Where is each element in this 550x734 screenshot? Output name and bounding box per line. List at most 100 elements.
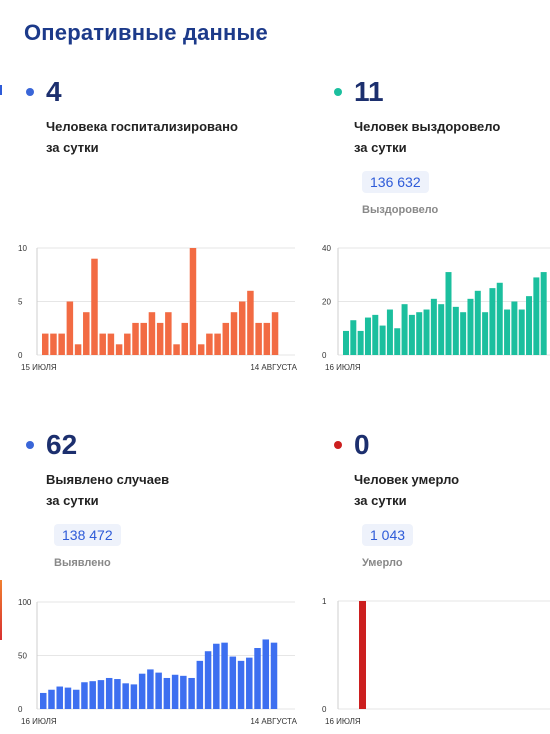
- bar: [423, 309, 430, 355]
- y-tick-label: 5: [18, 298, 23, 307]
- bar: [262, 639, 270, 709]
- bar: [467, 298, 474, 355]
- deaths-dot: [334, 441, 342, 449]
- bar: [401, 304, 408, 355]
- bar: [50, 333, 57, 355]
- bar: [364, 317, 371, 355]
- bar: [452, 306, 459, 355]
- x-label-end: 14 АВГУСТА: [250, 717, 297, 726]
- stat-hospitalized: 4 Человека госпитализировано за сутки: [26, 76, 276, 176]
- bar: [511, 301, 518, 355]
- bar: [180, 675, 187, 709]
- y-tick-label: 100: [18, 598, 32, 607]
- bar: [438, 304, 445, 355]
- bar: [343, 330, 349, 355]
- bar: [357, 330, 364, 355]
- bar: [237, 660, 245, 709]
- bar: [155, 672, 162, 709]
- bar: [99, 333, 106, 355]
- hospitalized-dot: [26, 88, 34, 96]
- recovered-dot: [334, 88, 342, 96]
- bar: [246, 657, 253, 709]
- bar: [271, 312, 279, 355]
- cases-dot: [26, 441, 34, 449]
- bar: [40, 692, 47, 709]
- recovered-value: 11: [354, 76, 384, 107]
- bar: [97, 680, 105, 709]
- bar: [213, 643, 220, 709]
- bar: [114, 679, 121, 709]
- bar: [42, 333, 49, 355]
- bar: [379, 325, 386, 355]
- bar: [197, 344, 205, 355]
- deaths-total: 1 043: [362, 524, 414, 546]
- deaths-value: 0: [354, 429, 370, 460]
- bar: [56, 686, 63, 709]
- bar: [138, 673, 146, 709]
- bar: [526, 296, 533, 355]
- bar: [81, 682, 88, 709]
- bar: [416, 312, 423, 355]
- x-label-start: 16 ИЮЛЯ: [21, 717, 57, 726]
- bar: [263, 322, 271, 355]
- bar: [89, 681, 96, 709]
- bar: [91, 258, 98, 355]
- cases-total: 138 472: [54, 524, 121, 546]
- bar: [350, 320, 357, 355]
- bar: [48, 689, 55, 709]
- bar: [372, 314, 379, 355]
- stat-recovered: 11 Человек выздоровело за сутки 136 632 …: [334, 76, 550, 226]
- bar: [386, 309, 393, 355]
- x-label-start: 16 ИЮЛЯ: [325, 717, 361, 726]
- hospitalized-value: 4: [46, 76, 62, 107]
- bar: [171, 674, 179, 709]
- bar: [533, 277, 540, 355]
- bar: [214, 333, 221, 355]
- y-tick-label: 50: [18, 652, 27, 661]
- bar: [445, 272, 452, 355]
- y-tick-label: 20: [322, 298, 331, 307]
- bar: [408, 314, 415, 355]
- bar: [58, 333, 65, 355]
- bar: [518, 309, 525, 355]
- cases-value: 62: [46, 429, 78, 460]
- cases-desc: Выявлено случаев за сутки: [46, 472, 170, 508]
- bar: [222, 322, 230, 355]
- bar: [238, 301, 246, 355]
- bar: [140, 322, 147, 355]
- bar: [496, 282, 503, 355]
- bar: [147, 669, 154, 709]
- bar: [270, 642, 278, 709]
- bar: [229, 656, 237, 709]
- bar: [148, 312, 156, 355]
- page-title: Оперативные данные: [24, 20, 268, 45]
- bar: [83, 312, 90, 355]
- bar: [430, 298, 437, 355]
- y-tick-label: 10: [18, 244, 27, 253]
- recovered-total-label: Выздоровело: [362, 204, 439, 216]
- bar: [359, 601, 366, 709]
- bar: [122, 683, 129, 709]
- bar: [115, 344, 123, 355]
- deaths-total-label: Умерло: [362, 557, 403, 569]
- x-label-end: 14 АВГУСТА: [250, 363, 297, 372]
- bar: [107, 333, 115, 355]
- bar: [255, 322, 262, 355]
- bar: [189, 248, 197, 355]
- recovered-total: 136 632: [362, 171, 429, 193]
- bar: [489, 288, 496, 355]
- bar: [504, 309, 511, 355]
- cases-total-label: Выявлено: [54, 557, 111, 569]
- bar: [181, 322, 189, 355]
- bar: [173, 344, 180, 355]
- recovered-desc: Человек выздоровело за сутки: [354, 119, 501, 155]
- hospitalized-desc: Человека госпитализировано за сутки: [46, 119, 238, 155]
- deaths-desc: Человек умерло за сутки: [354, 472, 460, 508]
- bar: [105, 677, 113, 709]
- left-edge-mark: [0, 85, 2, 95]
- bar: [64, 687, 72, 709]
